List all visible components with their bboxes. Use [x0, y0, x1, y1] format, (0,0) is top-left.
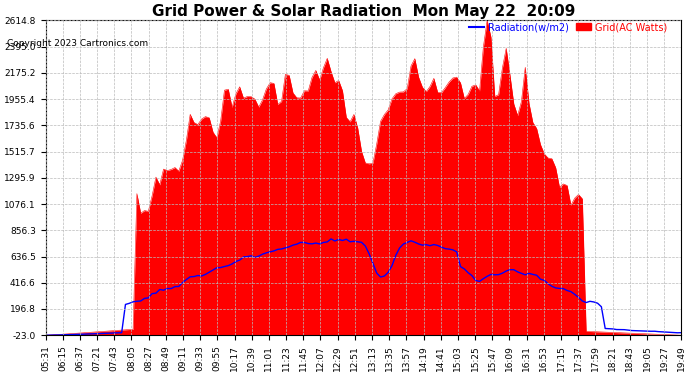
Text: Copyright 2023 Cartronics.com: Copyright 2023 Cartronics.com	[7, 39, 148, 48]
Legend: Radiation(w/m2), Grid(AC Watts): Radiation(w/m2), Grid(AC Watts)	[469, 22, 667, 32]
Title: Grid Power & Solar Radiation  Mon May 22  20:09: Grid Power & Solar Radiation Mon May 22 …	[152, 4, 575, 19]
